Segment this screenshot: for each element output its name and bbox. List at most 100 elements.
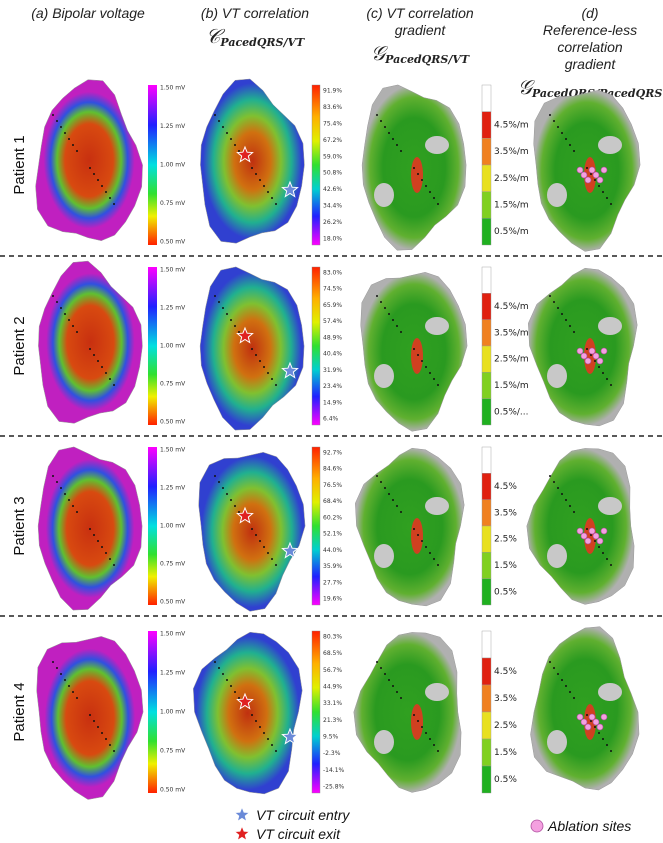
map-dot [251,528,253,530]
legend-exit: VT circuit exit [256,826,341,842]
ablation-site [576,713,584,721]
map-dot [255,534,257,536]
map-dot [553,301,555,303]
gradient-band [481,84,492,112]
gradient-band [481,684,492,713]
map-dot [590,534,592,536]
gradient-band [481,473,492,500]
map-patch [425,317,449,335]
map-dot [238,331,240,333]
marker-star [236,506,254,524]
correlation-tick: 18.0% [323,236,342,243]
ablation-site [596,176,604,184]
map-dot [267,552,269,554]
voltage-tick: 0.75 mV [160,381,186,388]
map-dot [380,120,382,122]
map-dot [259,360,261,362]
map-dot [400,150,402,152]
voltage-tick: 1.50 mV [160,631,186,638]
voltage-tick: 1.25 mV [160,485,186,492]
map-dot [594,540,596,542]
marker-star [236,326,254,344]
gradient-band [481,319,492,347]
map-dot [113,203,115,205]
map-dot [594,726,596,728]
map-dot [606,744,608,746]
legend-entry: VT circuit entry [256,807,350,823]
map-dot [97,179,99,181]
map-dot [56,301,58,303]
correlation-colorbar [311,446,321,606]
map-dot [76,511,78,513]
map-dot [105,372,107,374]
map-dot [60,307,62,309]
gradient-tick: 0.5% [494,775,517,785]
ablation-site [580,718,588,726]
correlation-tick: 48.9% [323,334,342,341]
correlation-tick: 50.8% [323,170,342,177]
map-dot [573,331,575,333]
ablation-site [576,166,584,174]
map-dot [610,203,612,205]
correlation-tick: 65.9% [323,302,342,309]
map-dot [602,738,604,740]
marker-star [281,541,299,559]
map-dot [392,499,394,501]
gradient-band [481,191,492,219]
correlation-tick: 42.6% [323,186,342,193]
map-dot [425,732,427,734]
correlation-tick: -14.1% [323,767,345,774]
map-dot [400,511,402,513]
correlation-tick: 44.0% [323,547,342,554]
map-dot [388,132,390,134]
gradient-band [481,372,492,399]
map-dot [89,348,91,350]
ablation-site [584,723,592,731]
map-dot [549,295,551,297]
map-dot [421,179,423,181]
correlation-tick: 19.6% [323,596,342,603]
map-dot [275,750,277,752]
map [36,636,144,800]
map-dot [388,313,390,315]
correlation-tick: 9.5% [323,734,339,741]
map-dot [52,295,54,297]
map-dot [602,191,604,193]
map-dot [557,307,559,309]
voltage-tick: 1.00 mV [160,523,186,530]
map-dot [433,744,435,746]
map-patch [411,338,423,374]
map-dot [433,558,435,560]
gradient-band [481,630,492,659]
map-dot [271,378,273,380]
map-dot [573,697,575,699]
map-dot [230,499,232,501]
map-dot [380,667,382,669]
correlation-tick: 83.6% [323,104,342,111]
map-dot [413,348,415,350]
map-dot [109,197,111,199]
map-dot [417,534,419,536]
map-dot [400,697,402,699]
map-dot [586,348,588,350]
map-dot [222,126,224,128]
map-dot [251,348,253,350]
map-dot [380,301,382,303]
map-dot [590,720,592,722]
correlation-tick: 27.7% [323,579,342,586]
ablation-site [588,527,596,535]
map-dot [561,132,563,134]
map-dot [606,197,608,199]
voltage-tick: 1.50 mV [160,267,186,274]
map-dot [68,319,70,321]
map-patch [425,683,449,701]
map-dot [553,481,555,483]
map-dot [573,150,575,152]
legend-ablation: Ablation sites [547,818,631,834]
correlation-colorbar [311,266,321,426]
voltage-tick: 1.50 mV [160,85,186,92]
map-dot [97,726,99,728]
map-dot [417,354,419,356]
marker-star [236,145,254,163]
